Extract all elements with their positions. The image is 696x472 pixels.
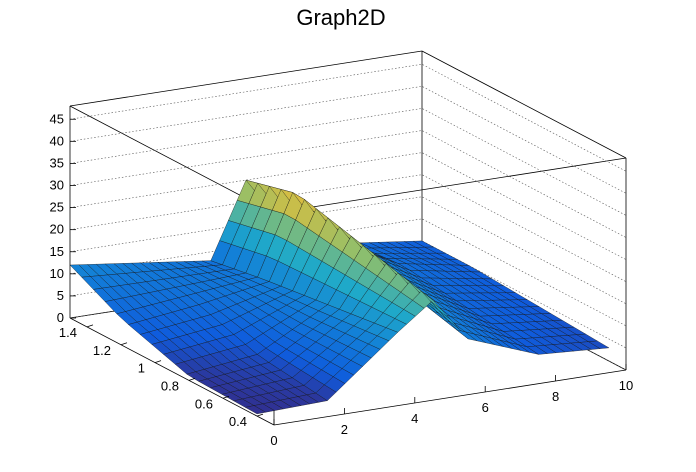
z-gridline	[69, 63, 627, 172]
y-tick-mark	[120, 342, 128, 346]
box-edge	[69, 317, 275, 426]
x-tick-label: 0	[270, 433, 277, 448]
box-edge	[421, 50, 627, 159]
x-tick-label: 4	[411, 411, 418, 426]
z-tick-label: 30	[50, 178, 64, 193]
z-tick-label: 25	[50, 200, 64, 215]
y-tick-mark	[154, 360, 162, 363]
z-gridline	[69, 108, 627, 216]
x-tick-label: 8	[552, 389, 559, 404]
y-tick-mark	[86, 324, 94, 328]
box-edge	[69, 50, 423, 107]
z-tick-label: 15	[50, 244, 64, 259]
y-tick-mark	[256, 413, 264, 417]
y-tick-label: 0.6	[195, 396, 213, 411]
z-gridline	[69, 130, 627, 238]
y-tick-label: 1.4	[59, 325, 77, 340]
z-tick-label: 35	[50, 155, 64, 170]
z-tick-label: 5	[57, 288, 64, 303]
z-gridline	[69, 86, 627, 194]
surface-cell	[587, 340, 610, 349]
z-tick-label: 40	[50, 133, 64, 148]
chart-title: Graph2D	[296, 5, 385, 30]
y-tick-mark	[188, 378, 196, 381]
z-tick-label: 45	[50, 111, 64, 126]
y-tick-label: 0.8	[161, 378, 179, 393]
box-edge	[273, 157, 627, 214]
z-tick-label: 20	[50, 222, 64, 237]
y-tick-label: 0.4	[229, 414, 247, 429]
y-tick-mark	[222, 395, 230, 399]
y-tick-label: 1.2	[93, 343, 111, 358]
z-tick-label: 0	[57, 310, 64, 325]
x-tick-label: 6	[482, 400, 489, 415]
axis-ticks: 0 5 10 15 20 25 30 35 40 45 0 2 4 6 8 10 0.4 0.6 0.8 1 1.2 1.…	[50, 111, 634, 448]
y-tick-label: 1	[138, 361, 145, 376]
surface-mesh	[69, 179, 610, 415]
z-tick-label: 10	[50, 266, 64, 281]
x-tick-label: 2	[341, 422, 348, 437]
box-edge	[273, 369, 627, 426]
x-tick-label: 10	[619, 378, 633, 393]
